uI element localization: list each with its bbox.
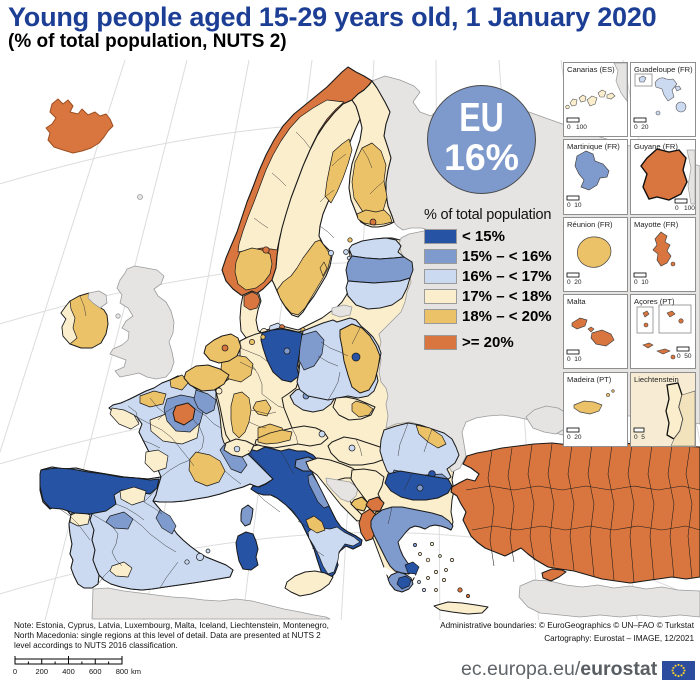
svg-text:600: 600 <box>89 667 102 676</box>
svg-text:800: 800 <box>116 667 129 676</box>
svg-text:200: 200 <box>35 667 48 676</box>
svg-text:400: 400 <box>62 667 75 676</box>
svg-text:km: km <box>131 667 141 676</box>
svg-text:0: 0 <box>13 667 17 676</box>
